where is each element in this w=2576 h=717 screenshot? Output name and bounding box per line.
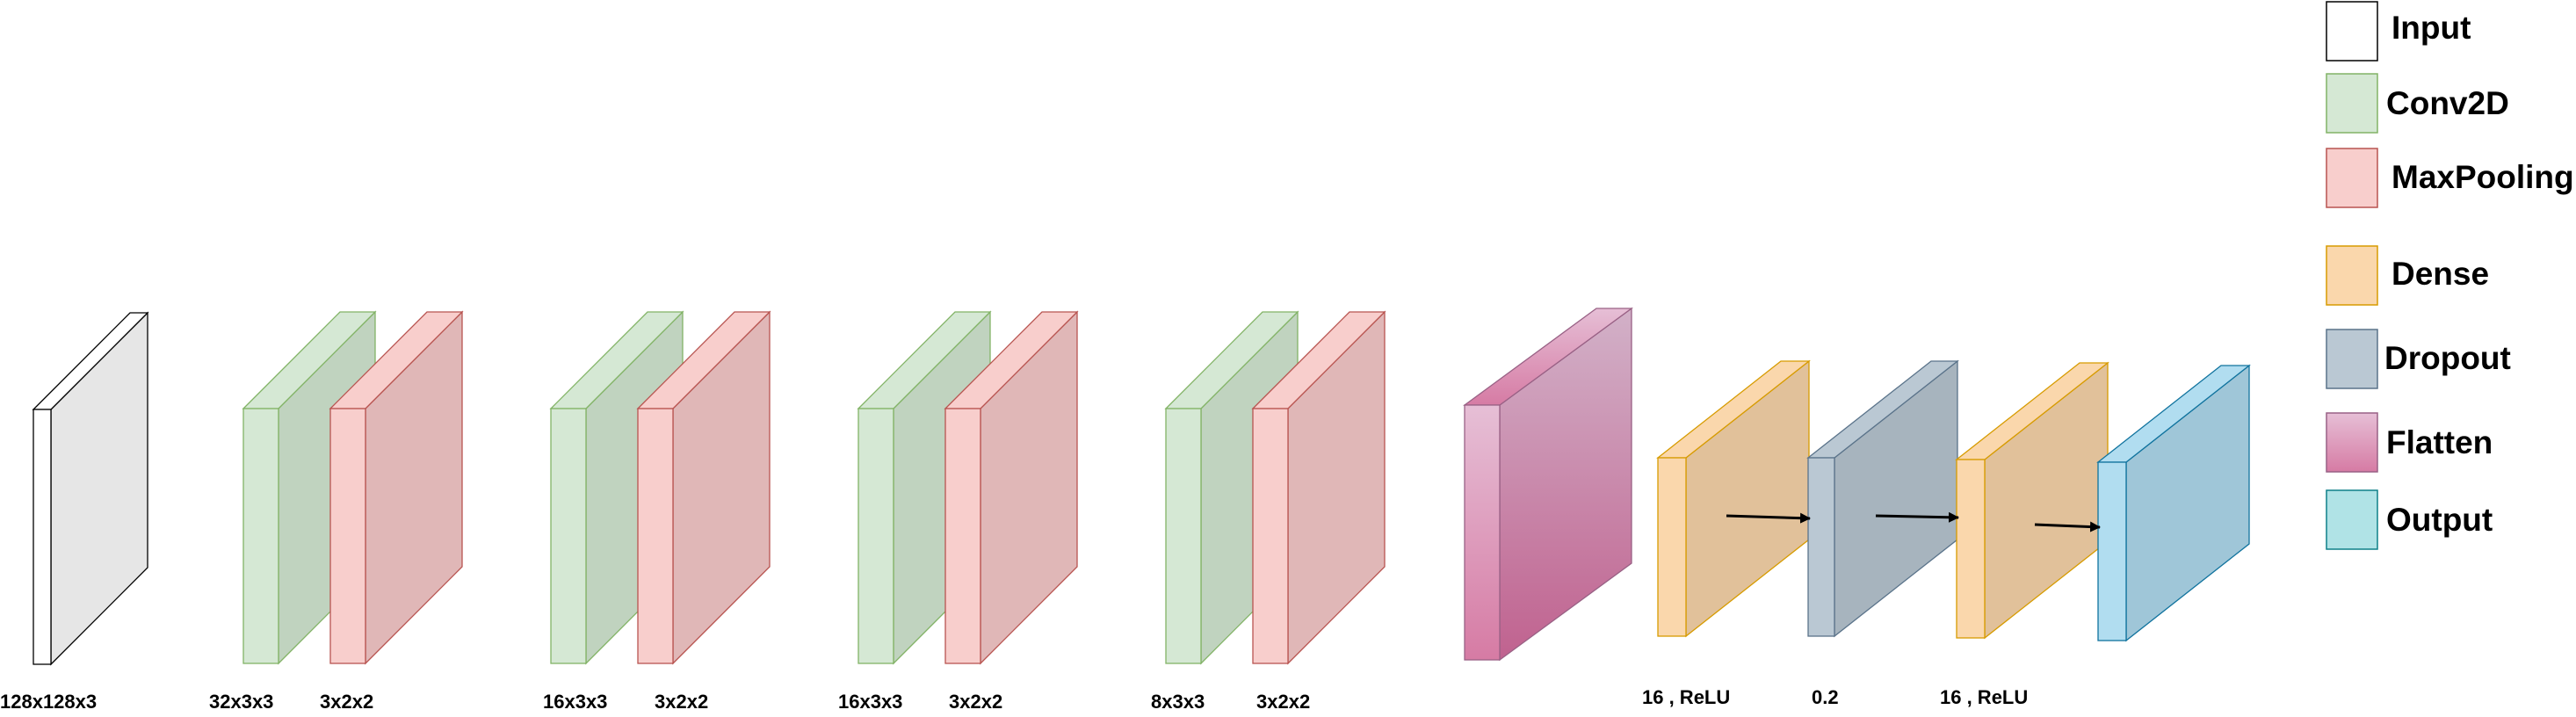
legend-swatch-dropout bbox=[2326, 329, 2378, 389]
dense-1-label: 16 , ReLU bbox=[1642, 686, 1730, 708]
connection-arrows bbox=[1726, 511, 2101, 532]
dense-2-label: 16 , ReLU bbox=[1940, 686, 2028, 708]
maxpooling-3 bbox=[944, 310, 1079, 665]
maxpooling-4 bbox=[1251, 310, 1386, 665]
legend-swatch-dense bbox=[2326, 245, 2378, 306]
legend-label-flatten: Flatten bbox=[2386, 424, 2493, 460]
conv2d-4-front-face bbox=[1165, 408, 1202, 664]
maxpooling-4-label: 3x2x2 bbox=[1256, 691, 1310, 713]
legend-item-flatten: Flatten bbox=[2326, 412, 2493, 473]
output-layer bbox=[2096, 364, 2251, 642]
flatten-layer-side-face bbox=[1499, 307, 1632, 662]
maxpooling-3-front-face bbox=[944, 408, 981, 664]
dropout-layer bbox=[1806, 359, 1959, 638]
legend-item-input: Input bbox=[2326, 1, 2471, 62]
legend-swatch-output bbox=[2326, 489, 2378, 550]
input-size-label: 128x128x3 bbox=[0, 691, 97, 713]
maxpooling-3-label: 3x2x2 bbox=[949, 691, 1002, 713]
dropout-label: 0.2 bbox=[1812, 686, 1839, 708]
maxpooling-1 bbox=[329, 310, 464, 665]
maxpooling-2 bbox=[636, 310, 771, 665]
legend-swatch-pool bbox=[2326, 148, 2378, 208]
input-layer bbox=[32, 311, 149, 666]
legend-label-conv: Conv2D bbox=[2386, 85, 2509, 121]
dense-2 bbox=[1955, 361, 2109, 640]
conv2d-3-front-face bbox=[857, 408, 894, 664]
legend-swatch-input bbox=[2326, 1, 2378, 62]
legend: Input Conv2D MaxPooling Dense Dropout Flatten… bbox=[2326, 1, 2574, 550]
legend-item-output: Output bbox=[2326, 489, 2493, 550]
maxpooling-2-label: 3x2x2 bbox=[655, 691, 708, 713]
legend-swatch-flatten bbox=[2326, 412, 2378, 473]
dense-1-front-face bbox=[1657, 457, 1687, 637]
legend-item-dropout: Dropout bbox=[2326, 329, 2511, 389]
conv2d-1-front-face bbox=[242, 408, 279, 664]
maxpooling-4-front-face bbox=[1252, 408, 1289, 664]
legend-label-dense: Dense bbox=[2391, 256, 2489, 292]
conv2d-2-front-face bbox=[550, 408, 587, 664]
legend-item-pool: MaxPooling bbox=[2326, 148, 2574, 208]
dropout-layer-front-face bbox=[1807, 457, 1835, 637]
conv2d-2-label: 16x3x3 bbox=[543, 691, 607, 713]
conv2d-1-label: 32x3x3 bbox=[209, 691, 273, 713]
output-layer-front-face bbox=[2097, 461, 2127, 641]
layer-blocks bbox=[32, 307, 2251, 666]
dense-2-front-face bbox=[1956, 459, 1986, 639]
arrow-dropout-to-dense2 bbox=[1875, 511, 1959, 523]
legend-label-dropout: Dropout bbox=[2384, 340, 2511, 376]
legend-label-input: Input bbox=[2391, 10, 2471, 46]
flatten-layer bbox=[1463, 307, 1633, 662]
arrow-dense2-to-output bbox=[2034, 521, 2101, 532]
layer-labels: 128x128x3 32x3x3 3x2x2 16x3x3 3x2x2 16x3x3 3x2… bbox=[0, 686, 2028, 713]
flatten-layer-front-face bbox=[1464, 404, 1501, 661]
maxpooling-1-label: 3x2x2 bbox=[320, 691, 373, 713]
maxpooling-2-front-face bbox=[637, 408, 674, 664]
legend-label-output: Output bbox=[2386, 502, 2493, 538]
legend-item-conv: Conv2D bbox=[2326, 73, 2509, 134]
dense-1 bbox=[1656, 359, 1811, 638]
legend-label-pool: MaxPooling bbox=[2391, 159, 2574, 195]
input-layer-front-face bbox=[33, 409, 52, 665]
legend-item-dense: Dense bbox=[2326, 245, 2489, 306]
legend-swatch-conv bbox=[2326, 73, 2378, 134]
arrow-dense1-to-dropout bbox=[1726, 512, 1811, 524]
conv2d-3-label: 16x3x3 bbox=[838, 691, 902, 713]
maxpooling-1-front-face bbox=[329, 408, 366, 664]
conv2d-4-label: 8x3x3 bbox=[1151, 691, 1205, 713]
input-layer-side-face bbox=[50, 311, 148, 666]
